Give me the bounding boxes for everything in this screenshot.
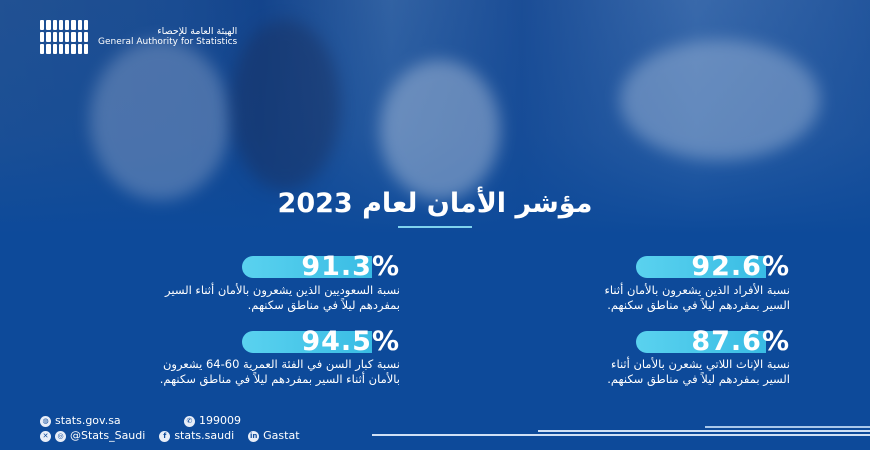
stat-pill bbox=[242, 256, 372, 278]
decorative-line bbox=[705, 426, 870, 428]
photo-background bbox=[90, 40, 230, 200]
linkedin-link[interactable]: Gastat bbox=[263, 429, 300, 442]
website-link[interactable]: stats.gov.sa bbox=[55, 414, 121, 427]
gastat-logo: الهيئة العامة للإحصاء General Authority … bbox=[40, 20, 237, 54]
linkedin-icon: in bbox=[248, 430, 260, 442]
logo-arabic: الهيئة العامة للإحصاء bbox=[157, 26, 238, 37]
photo-background bbox=[620, 40, 820, 160]
social-handle[interactable]: @Stats_Saudi bbox=[70, 429, 146, 442]
decorative-line bbox=[372, 434, 870, 436]
stat-description: نسبة كبار السن في الفئة العمرية 60-64 يش… bbox=[159, 357, 400, 386]
stat-value: 94.5% bbox=[301, 326, 400, 357]
logo-icon bbox=[40, 20, 88, 54]
facebook-link[interactable]: stats.saudi bbox=[174, 429, 235, 442]
globe-icon: ◍ bbox=[40, 415, 51, 427]
title-underline bbox=[398, 226, 472, 228]
facebook-icon: f bbox=[159, 430, 171, 442]
photo-background bbox=[230, 20, 340, 190]
stat-pill bbox=[242, 331, 372, 353]
photo-background bbox=[380, 60, 500, 200]
stat-value: 87.6% bbox=[691, 326, 790, 357]
stat-value: 92.6% bbox=[691, 251, 790, 282]
decorative-line bbox=[538, 430, 870, 432]
stat-pill bbox=[636, 331, 766, 353]
instagram-icon: ◎ bbox=[55, 430, 66, 442]
logo-english: General Authority for Statistics bbox=[98, 37, 238, 47]
phone-icon: ✆ bbox=[184, 415, 195, 427]
stat-value: 91.3% bbox=[301, 251, 400, 282]
stat-description: نسبة الإناث اللاتي يشعرن بالأمان أثناء ال… bbox=[607, 357, 790, 386]
stat-description: نسبة السعوديين الذين يشعرون بالأمان أثنا… bbox=[165, 283, 400, 312]
x-icon: ✕ bbox=[40, 430, 51, 442]
stat-pill bbox=[636, 256, 766, 278]
footer-contacts: ◍ stats.gov.sa ✆ 199009 ✕ ◎ @Stats_Saudi f st… bbox=[40, 414, 300, 444]
stat-description: نسبة الأفراد الذين يشعرون بالأمان أثناء ا… bbox=[604, 283, 790, 312]
page-title: مؤشر الأمان لعام 2023 bbox=[277, 188, 593, 219]
phone-number[interactable]: 199009 bbox=[199, 414, 241, 427]
